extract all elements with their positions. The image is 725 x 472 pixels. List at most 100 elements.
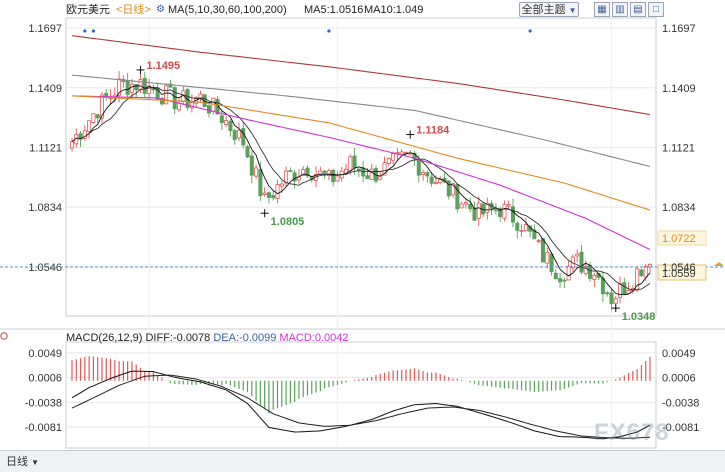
event-marker (327, 29, 331, 33)
macd-dea-value: DEA:-0.0099 (213, 332, 277, 344)
macd-histogram (71, 356, 651, 414)
candle-body (279, 183, 284, 187)
candle-body (416, 158, 421, 176)
candle-body (575, 253, 580, 257)
candle-body (177, 102, 182, 111)
extreme-label: 1.0348 (622, 311, 656, 323)
candle-body (549, 253, 554, 272)
candle-body (558, 278, 563, 283)
candle-body (117, 78, 122, 96)
candle-body (365, 175, 370, 180)
candle-body (262, 192, 267, 195)
macd-y-tick-right: 0.0049 (662, 348, 696, 360)
candle-body (301, 169, 306, 176)
y-tick-label-left: 1.1121 (29, 143, 62, 155)
candle-body (87, 120, 92, 132)
candle-body (421, 172, 426, 175)
candle-body (254, 167, 259, 177)
candle-body (361, 167, 366, 177)
candle-body (425, 172, 430, 177)
candle-body (266, 192, 271, 198)
candle-body (288, 170, 293, 172)
macd-y-tick-left: 0.0049 (28, 348, 62, 360)
candle-body (95, 114, 100, 119)
macd-y-tick-left: -0.0038 (25, 397, 62, 409)
period-tag[interactable]: <日线> (116, 4, 151, 16)
settings-gear-icon[interactable]: ⚙ (156, 4, 165, 15)
ma-line-ma200 (71, 35, 651, 116)
candle-body (472, 207, 477, 221)
macd-header: MACD(26,12,9) DIFF:-0.0078 DEA:-0.0099 M… (66, 332, 349, 344)
macd-y-tick-left: -0.0081 (25, 422, 62, 434)
candle-body (249, 155, 254, 176)
candle-body (600, 277, 605, 295)
upper-price-label: 1.0722 (662, 233, 696, 245)
price-up-arrow-icon (714, 262, 724, 266)
candle-body (142, 78, 147, 94)
y-tick-label-left: 1.0834 (28, 202, 62, 214)
candle-body (618, 282, 623, 298)
extreme-label: 1.1495 (147, 60, 181, 72)
candle-body (335, 175, 340, 182)
macd-bar-value: MACD:0.0042 (279, 332, 349, 344)
extreme-label: 1.1184 (416, 125, 450, 137)
candle-body (168, 83, 173, 88)
ma-line-ma30 (71, 95, 651, 250)
candle-body (241, 128, 246, 146)
candles (70, 71, 653, 311)
macd-diff-line (71, 370, 651, 440)
event-marker (528, 29, 532, 33)
candle-body (78, 133, 83, 140)
candle-body (207, 105, 212, 114)
current-price-label: 1.0559 (662, 268, 696, 280)
candle-body (318, 170, 323, 175)
watermark-text: FX678 (594, 419, 670, 446)
candle-body (134, 84, 139, 91)
fullscreen-icon[interactable]: □ (648, 2, 664, 17)
macd-y-tick-right: 0.0006 (662, 372, 696, 384)
current-price-tag (657, 264, 707, 281)
candle-body (356, 168, 361, 171)
candle-body (451, 183, 456, 196)
ma-line-ma100 (71, 74, 651, 168)
candle-body (553, 272, 558, 280)
candle-body (579, 251, 584, 273)
macd-y-tick-right: -0.0038 (662, 397, 699, 409)
candle-body (172, 87, 177, 110)
candle-body (592, 274, 597, 280)
candle-body (446, 180, 451, 197)
candle-body (459, 203, 464, 209)
indicator-icon[interactable]: ▤ (630, 2, 646, 17)
period-button[interactable]: 日线 ▼ (6, 453, 39, 469)
ma-line-ma60 (71, 95, 651, 211)
candle-body (455, 184, 460, 210)
macd-plot-frame (65, 341, 657, 449)
theme-dropdown-button[interactable]: 全部主题 ▼ (519, 2, 579, 17)
extreme-label: 1.0805 (271, 216, 305, 228)
event-marker (83, 29, 87, 33)
ma-label: MA(5,10,30,60,100,200) (168, 4, 287, 16)
candle-body (164, 85, 169, 105)
event-marker (91, 29, 96, 33)
candle-body (236, 129, 241, 139)
candle-body (232, 130, 237, 140)
candle-body (540, 238, 545, 263)
ref-tick-label: 1.0546 (662, 262, 696, 274)
chart-type-icon[interactable]: ▥ (612, 2, 628, 17)
indicator-settings-icon (0, 332, 8, 340)
candle-body (468, 204, 473, 210)
candle-body (532, 229, 537, 240)
grid-view-icon[interactable]: ▦ (594, 2, 610, 17)
candle-body (70, 141, 75, 149)
candle-body (99, 94, 104, 119)
candle-body (91, 113, 96, 123)
candle-body (643, 265, 648, 278)
candle-body (493, 209, 498, 212)
candle-body (147, 85, 152, 95)
candle-body (275, 184, 280, 199)
candle-body (515, 222, 520, 231)
period-button-label: 日线 (6, 456, 28, 468)
candle-body (326, 170, 331, 176)
candle-body (463, 202, 468, 205)
candle-body (506, 204, 511, 207)
